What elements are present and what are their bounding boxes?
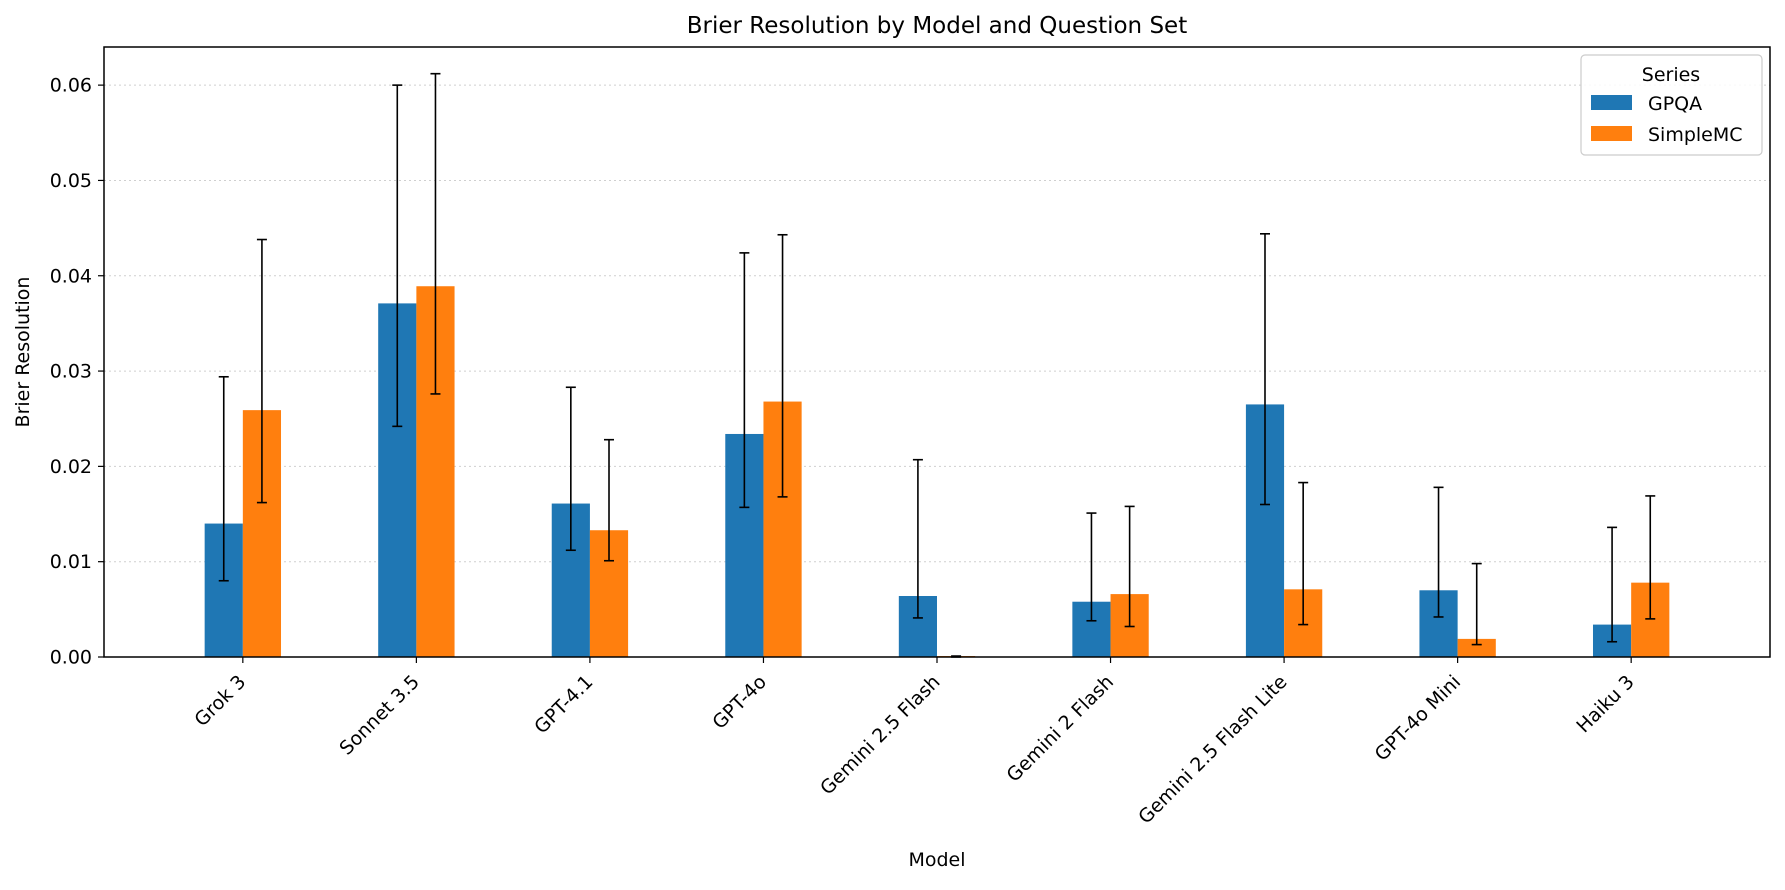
legend-title: Series — [1642, 64, 1700, 86]
y-tick-label: 0.06 — [50, 75, 92, 97]
legend-label-gpqa: GPQA — [1648, 93, 1702, 115]
error-bars — [218, 72, 1656, 658]
y-axis-label: Brier Resolution — [12, 277, 34, 428]
y-tick-label: 0.02 — [50, 456, 92, 478]
bar-simplemc-gpt-4o-mini — [1457, 638, 1496, 657]
y-tick-label: 0.01 — [50, 551, 92, 573]
x-tick-label: GPT-4o — [708, 671, 771, 734]
y-tick-label: 0.03 — [50, 361, 92, 383]
x-tick-label: Gemini 2 Flash — [1002, 671, 1118, 787]
legend-label-simplemc: SimpleMC — [1648, 124, 1743, 146]
x-axis-label: Model — [908, 849, 965, 871]
x-tick-label: GPT-4o Mini — [1371, 671, 1466, 766]
bars — [204, 286, 1670, 657]
x-tick-label: Gemini 2.5 Flash Lite — [1134, 671, 1291, 828]
x-tick-label: Gemini 2.5 Flash — [816, 671, 944, 799]
legend-swatch-gpqa — [1591, 95, 1632, 110]
x-tick-label: Grok 3 — [190, 671, 250, 731]
x-tick-label: GPT-4.1 — [530, 671, 597, 738]
y-tick-label: 0.05 — [50, 170, 92, 192]
y-tick-label: 0.04 — [50, 265, 92, 287]
x-tick-label: Sonnet 3.5 — [335, 671, 424, 760]
x-axis: Grok 3 Sonnet 3.5 GPT-4.1 GPT-4o Gemini 2.5 … — [190, 657, 1639, 828]
chart-title: Brier Resolution by Model and Question S… — [687, 13, 1187, 39]
plot-frame — [103, 46, 1771, 658]
x-tick-label: Haiku 3 — [1572, 671, 1638, 737]
legend-swatch-simplemc — [1591, 126, 1632, 141]
y-tick-label: 0.00 — [50, 647, 92, 669]
y-axis: 0.00 0.01 0.02 0.03 0.04 0.05 0.06 — [50, 75, 104, 669]
legend: Series GPQA SimpleMC — [1580, 54, 1763, 156]
grid — [104, 84, 1770, 563]
